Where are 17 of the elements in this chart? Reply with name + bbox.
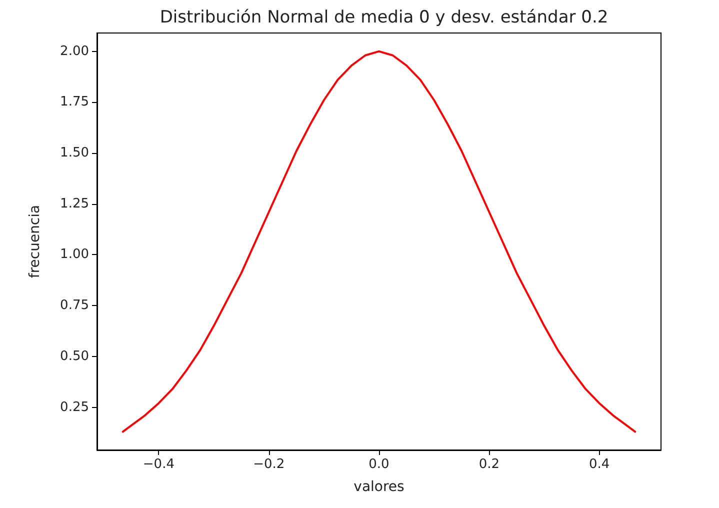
x-tick-label: −0.2 bbox=[253, 457, 285, 472]
chart-title: Distribución Normal de media 0 y desv. estándar 0.2 bbox=[160, 8, 608, 28]
y-tick-label: 1.50 bbox=[60, 146, 89, 161]
y-tick-label: 2.00 bbox=[60, 44, 89, 59]
y-tick-label: 0.25 bbox=[60, 400, 89, 415]
x-tick-label: −0.4 bbox=[142, 457, 174, 472]
x-tick-label: 0.0 bbox=[368, 457, 390, 472]
y-axis-title: frecuencia bbox=[27, 204, 43, 278]
x-tick-label: 0.2 bbox=[478, 457, 500, 472]
x-axis-title: valores bbox=[354, 479, 404, 495]
x-tick-label: 0.4 bbox=[588, 457, 610, 472]
y-tick-label: 1.25 bbox=[60, 196, 89, 212]
y-tick-label: 1.00 bbox=[60, 247, 89, 262]
line-series bbox=[122, 50, 636, 433]
y-tick-label: 0.75 bbox=[60, 298, 89, 314]
y-tick-label: 0.50 bbox=[60, 348, 89, 364]
y-tick-label: 1.75 bbox=[60, 94, 89, 110]
